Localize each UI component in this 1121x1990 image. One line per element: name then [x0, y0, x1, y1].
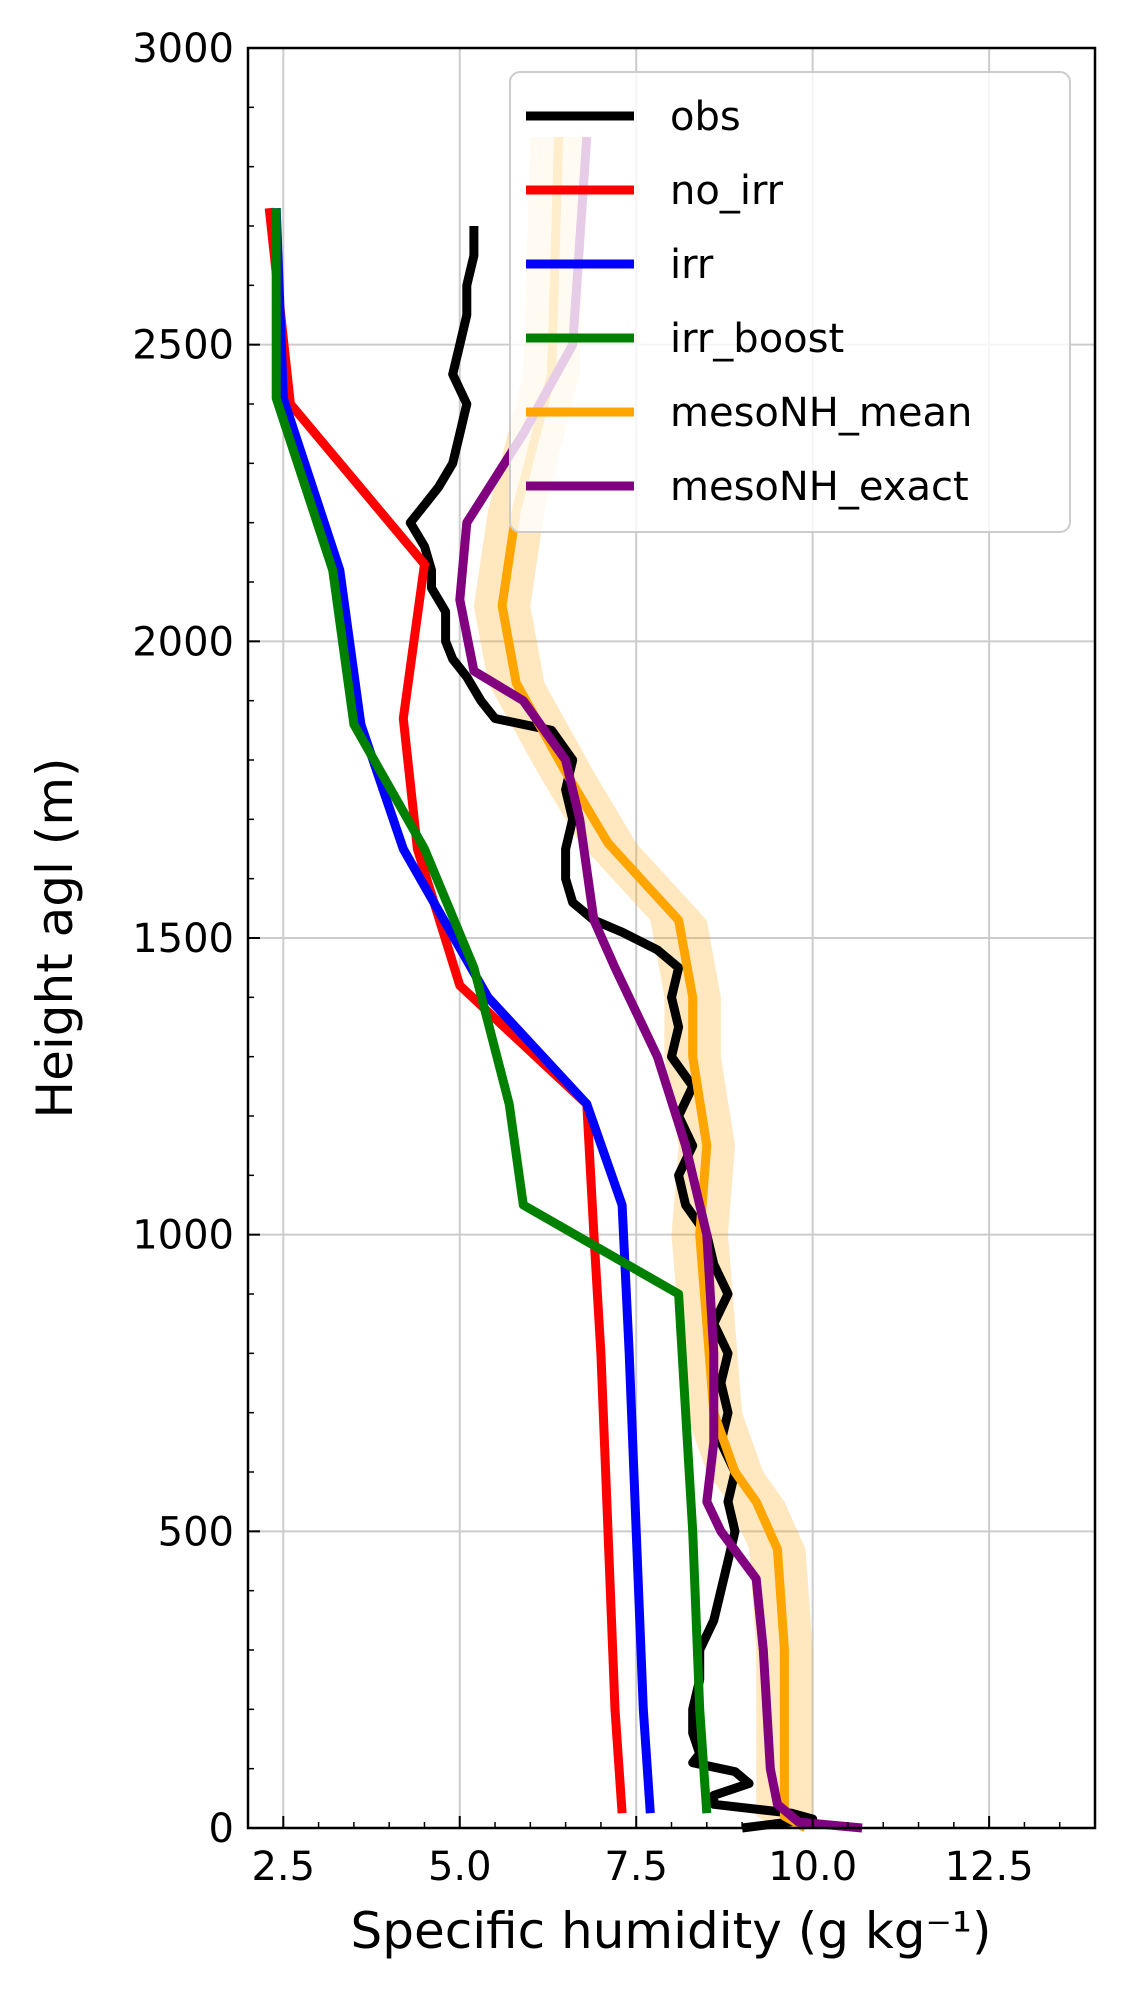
legend-label-irr: irr: [670, 242, 714, 288]
y-tick-label: 1000: [132, 1213, 234, 1259]
y-tick-label: 1500: [132, 916, 234, 962]
y-tick-label: 2500: [132, 323, 234, 369]
no_irr-line: [264, 207, 627, 1814]
mesoNH_exact-line: [455, 136, 863, 1833]
x-tick-label: 2.5: [251, 1844, 315, 1890]
x-tick-label: 12.5: [945, 1844, 1034, 1890]
uncertainty-band-layer: [473, 137, 834, 1828]
axis-tick-labels: 2.5 5.0 7.5 10.0 12.5 0 500 1000 1500 2000 2500 300…: [132, 26, 1033, 1890]
y-tick-label: 0: [209, 1806, 234, 1852]
y-axis-label: Height agl (m): [26, 757, 84, 1118]
x-tick-label: 10.0: [768, 1844, 857, 1890]
y-tick-label: 3000: [132, 26, 234, 72]
irr-line: [271, 208, 655, 1814]
legend-label-no_irr: no_irr: [670, 168, 784, 214]
axis-ticks: [247, 47, 1096, 1829]
x-axis-label: Specific humidity (g kg⁻¹): [351, 1902, 992, 1960]
legend-label-irr_boost: irr_boost: [670, 316, 844, 362]
legend-label-mesoNH_mean: mesoNH_mean: [670, 390, 972, 436]
legend-label-mesoNH_exact: mesoNH_exact: [670, 464, 969, 510]
mesoNH_mean-line: [497, 136, 808, 1832]
mesoNH_mean-band: [473, 137, 834, 1828]
legend-label-obs: obs: [670, 94, 741, 140]
y-tick-label: 500: [158, 1509, 234, 1555]
x-tick-label: 7.5: [604, 1844, 668, 1890]
y-tick-label: 2000: [132, 619, 234, 665]
x-tick-label: 5.0: [428, 1844, 492, 1890]
irr_boost-line: [271, 208, 712, 1814]
series-lines: [264, 136, 863, 1833]
legend-box: [509, 71, 1071, 533]
